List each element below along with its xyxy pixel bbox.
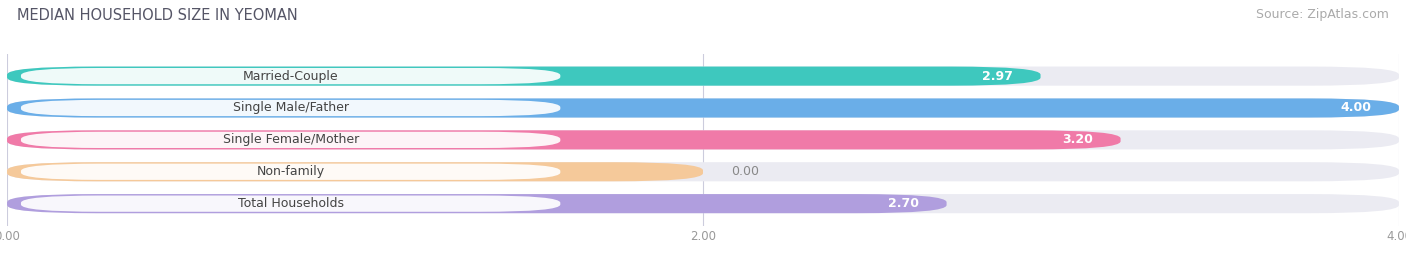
Text: 4.00: 4.00 bbox=[1340, 101, 1371, 115]
Text: 3.20: 3.20 bbox=[1062, 133, 1092, 146]
FancyBboxPatch shape bbox=[21, 132, 561, 148]
Text: Non-family: Non-family bbox=[256, 165, 325, 178]
Text: Total Households: Total Households bbox=[238, 197, 343, 210]
Text: 2.97: 2.97 bbox=[981, 70, 1012, 83]
FancyBboxPatch shape bbox=[7, 194, 1399, 213]
Text: Single Male/Father: Single Male/Father bbox=[232, 101, 349, 115]
FancyBboxPatch shape bbox=[7, 194, 946, 213]
FancyBboxPatch shape bbox=[7, 66, 1399, 86]
Text: 0.00: 0.00 bbox=[731, 165, 759, 178]
FancyBboxPatch shape bbox=[7, 66, 1040, 86]
FancyBboxPatch shape bbox=[21, 68, 561, 84]
FancyBboxPatch shape bbox=[21, 164, 561, 180]
Text: Married-Couple: Married-Couple bbox=[243, 70, 339, 83]
FancyBboxPatch shape bbox=[21, 100, 561, 116]
Text: MEDIAN HOUSEHOLD SIZE IN YEOMAN: MEDIAN HOUSEHOLD SIZE IN YEOMAN bbox=[17, 8, 298, 23]
FancyBboxPatch shape bbox=[7, 162, 703, 181]
FancyBboxPatch shape bbox=[7, 130, 1121, 150]
FancyBboxPatch shape bbox=[21, 196, 561, 212]
Text: 2.70: 2.70 bbox=[887, 197, 918, 210]
FancyBboxPatch shape bbox=[7, 98, 1399, 118]
FancyBboxPatch shape bbox=[7, 162, 1399, 181]
Text: Single Female/Mother: Single Female/Mother bbox=[222, 133, 359, 146]
Text: Source: ZipAtlas.com: Source: ZipAtlas.com bbox=[1256, 8, 1389, 21]
FancyBboxPatch shape bbox=[7, 98, 1399, 118]
FancyBboxPatch shape bbox=[7, 130, 1399, 150]
